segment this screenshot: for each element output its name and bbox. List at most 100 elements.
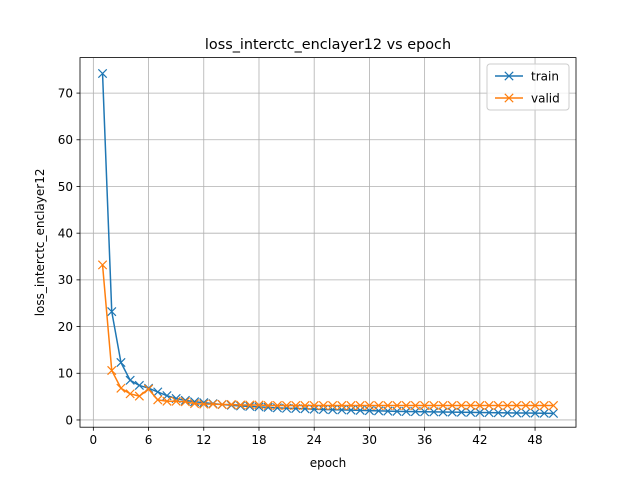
data-point-train xyxy=(189,397,200,407)
data-point-valid xyxy=(254,400,264,410)
y-tick-label: 40 xyxy=(58,226,73,240)
data-point-train xyxy=(484,407,494,418)
ticks: 0 6 12 18 24 30 36 42 48 0 10 20 30 40 50 60 70 xyxy=(58,86,543,447)
data-point-valid xyxy=(401,400,411,411)
data-point-valid xyxy=(410,400,421,411)
series-line-train xyxy=(101,73,554,415)
data-point-valid xyxy=(548,400,559,411)
y-tick-label: 10 xyxy=(58,367,73,381)
data-point-valid xyxy=(521,400,531,411)
data-point-valid xyxy=(438,400,448,411)
legend-label-train: train xyxy=(531,69,559,83)
data-point-train xyxy=(134,380,144,391)
data-point-valid xyxy=(493,400,503,411)
data-point-valid xyxy=(153,395,163,405)
data-point-valid xyxy=(429,400,439,411)
data-point-train xyxy=(116,357,126,368)
y-tick-label: 0 xyxy=(65,413,73,427)
data-point-valid xyxy=(226,399,237,410)
data-point-train xyxy=(327,405,338,415)
data-point-valid xyxy=(466,400,476,411)
data-point-train xyxy=(337,405,347,415)
x-tick-label: 42 xyxy=(472,433,487,447)
data-point-train xyxy=(548,408,559,418)
data-point-valid xyxy=(180,397,190,407)
data-point-valid xyxy=(281,400,292,411)
data-point-valid xyxy=(300,400,310,411)
data-point-valid xyxy=(189,398,200,409)
x-axis-title: epoch xyxy=(310,456,347,470)
y-tick-label: 20 xyxy=(58,320,73,334)
x-tick-label: 12 xyxy=(196,433,211,447)
legend-marker-train xyxy=(504,71,514,81)
data-point-train xyxy=(153,387,163,397)
data-point-valid xyxy=(484,400,494,411)
data-point-valid xyxy=(346,400,356,411)
data-point-valid xyxy=(272,400,283,411)
data-point-valid xyxy=(309,400,319,411)
x-tick-label: 0 xyxy=(90,433,98,447)
data-point-train xyxy=(475,407,485,418)
data-point-valid xyxy=(502,400,513,411)
x-tick-label: 36 xyxy=(417,433,432,447)
data-point-valid xyxy=(337,400,347,411)
data-point-valid xyxy=(235,400,246,410)
data-point-train xyxy=(438,407,448,417)
data-point-train xyxy=(309,404,319,414)
data-point-valid xyxy=(539,400,549,411)
grid xyxy=(80,57,576,428)
data-point-train xyxy=(502,408,513,418)
data-point-valid xyxy=(199,399,209,409)
data-point-valid xyxy=(263,400,273,411)
x-tick-label: 6 xyxy=(145,433,153,447)
series-line-valid xyxy=(101,264,554,407)
data-point-train xyxy=(530,408,540,418)
data-point-valid xyxy=(107,365,117,376)
data-point-valid xyxy=(447,400,457,411)
data-point-valid xyxy=(208,399,218,409)
data-point-valid xyxy=(475,400,485,411)
data-point-valid xyxy=(171,396,181,406)
y-axis-title: loss_interctc_enclayer12 xyxy=(33,169,47,317)
y-tick-label: 30 xyxy=(58,273,73,287)
data-point-train xyxy=(539,408,549,418)
data-point-valid xyxy=(530,400,540,411)
data-point-train xyxy=(493,408,503,418)
legend-marker-valid xyxy=(504,93,514,103)
data-point-valid xyxy=(419,400,430,411)
data-point-train xyxy=(97,68,108,79)
plot-frame xyxy=(79,57,577,428)
chart-title: loss_interctc_enclayer12 vs epoch xyxy=(205,37,451,53)
data-point-valid xyxy=(512,400,522,411)
data-point-valid xyxy=(364,400,375,411)
series-layer xyxy=(97,68,559,418)
data-point-valid xyxy=(373,400,384,411)
data-point-train xyxy=(125,375,135,385)
series-train xyxy=(97,68,559,418)
data-point-train xyxy=(245,401,255,412)
data-point-train xyxy=(254,402,264,412)
data-point-valid xyxy=(327,400,338,411)
data-point-valid xyxy=(392,400,402,411)
data-point-valid xyxy=(245,400,255,410)
data-point-valid xyxy=(116,383,126,393)
data-point-valid xyxy=(125,389,135,399)
data-point-train xyxy=(456,407,467,417)
data-point-train xyxy=(318,404,329,415)
x-tick-label: 48 xyxy=(527,433,542,447)
data-point-train xyxy=(466,407,476,418)
data-point-valid xyxy=(383,400,393,411)
data-point-valid xyxy=(355,400,365,411)
data-point-valid xyxy=(162,396,172,406)
data-point-train xyxy=(235,401,246,411)
data-point-valid xyxy=(134,391,144,401)
data-point-train xyxy=(512,408,522,418)
data-point-valid xyxy=(318,400,329,411)
legend-label-valid: valid xyxy=(531,91,560,105)
series-valid xyxy=(97,260,559,411)
data-point-train xyxy=(346,405,356,415)
y-tick-label: 70 xyxy=(58,86,73,100)
data-point-valid xyxy=(97,260,108,270)
legend: train valid xyxy=(486,63,570,111)
data-point-train xyxy=(180,395,190,405)
